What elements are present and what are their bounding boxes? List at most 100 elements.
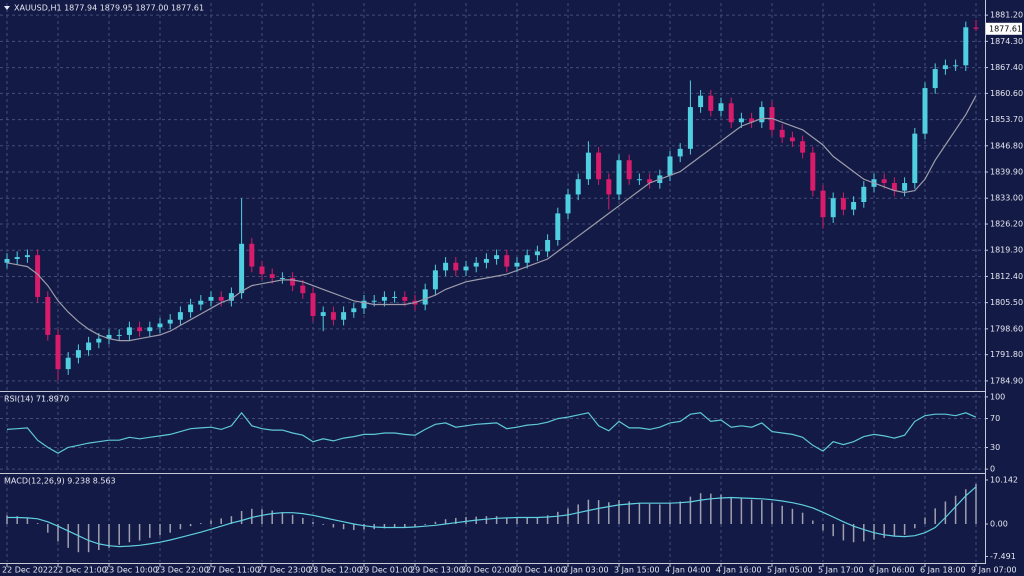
macd-bar xyxy=(16,516,18,524)
y-tick-label: 1860.60 xyxy=(990,89,1023,98)
macd-bar xyxy=(638,502,641,524)
candle-body xyxy=(310,293,316,316)
macd-bar xyxy=(26,517,29,524)
candle-body xyxy=(381,296,387,301)
candle-body xyxy=(912,133,918,184)
rsi-line xyxy=(6,411,977,454)
y-tick-label: 1784.90 xyxy=(990,376,1023,385)
y-tick-label: 1826.20 xyxy=(990,220,1023,229)
macd-bar xyxy=(465,517,467,524)
candle-body xyxy=(371,300,377,302)
macd-bar xyxy=(322,523,324,525)
y-tick-label: 1812.40 xyxy=(990,272,1023,281)
macd-bar xyxy=(393,523,396,528)
macd-bar xyxy=(291,514,294,524)
candle-body xyxy=(75,350,81,358)
symbol-header: XAUUSD,H1 1877.94 1879.95 1877.00 1877.6… xyxy=(14,4,204,13)
macd-bar xyxy=(138,523,141,541)
candle-body xyxy=(443,262,449,271)
macd-bar xyxy=(730,497,732,524)
candle-body xyxy=(932,69,938,89)
candle-body xyxy=(147,327,153,332)
candle-body xyxy=(330,312,336,320)
candle-body xyxy=(687,107,693,149)
macd-bar xyxy=(914,523,916,529)
candle-body xyxy=(840,198,846,210)
macd-bar xyxy=(98,523,100,551)
macd-bar xyxy=(659,504,661,524)
macd-bar xyxy=(761,500,763,524)
macd-bar xyxy=(169,523,171,533)
x-tick-label: 3 Jan 03:00 xyxy=(563,566,609,575)
macd-bar xyxy=(424,523,426,525)
candle-body xyxy=(820,190,826,218)
candle-body xyxy=(341,312,347,320)
labels-layer: XAUUSD,H1 1877.94 1879.95 1877.00 1877.6… xyxy=(2,4,1023,575)
macd-bar xyxy=(791,508,794,524)
y-tick-label: 1839.90 xyxy=(990,168,1023,177)
macd-bar xyxy=(383,523,386,529)
candle-body xyxy=(575,179,581,195)
y-tick-label: 10.142 xyxy=(990,475,1018,484)
candle-body xyxy=(228,293,234,301)
candle-body xyxy=(249,243,255,267)
candle-body xyxy=(269,274,275,278)
macd-bar xyxy=(893,523,896,537)
candle-body xyxy=(524,255,530,263)
macd-bar xyxy=(924,517,926,524)
macd-bar xyxy=(455,517,457,524)
macd-bar xyxy=(210,520,212,524)
x-tick-label: 3 Jan 15:00 xyxy=(614,566,660,575)
macd-bar xyxy=(506,517,508,524)
x-tick-label: 29 Dec 13:00 xyxy=(410,566,464,575)
macd-bar xyxy=(557,511,559,524)
macd-bar xyxy=(648,504,651,524)
macd-bar xyxy=(842,523,845,541)
macd-bar xyxy=(240,510,243,524)
candle-body xyxy=(218,296,224,301)
y-tick-label: 1881.20 xyxy=(990,11,1023,20)
candle-body xyxy=(137,327,143,332)
symbol-menu-icon[interactable] xyxy=(4,6,10,10)
macd-bar xyxy=(312,521,314,524)
candle-body xyxy=(167,319,173,324)
macd-bar xyxy=(87,523,90,553)
macd-bar xyxy=(526,517,528,524)
macd-bar xyxy=(720,494,722,524)
candle-body xyxy=(708,95,714,111)
macd-bar xyxy=(444,519,447,524)
macd-bar xyxy=(434,521,437,524)
macd-bar xyxy=(750,499,753,524)
x-tick-label: 30 Dec 14:00 xyxy=(512,566,566,575)
candle-body xyxy=(494,255,500,259)
macd-bar xyxy=(954,495,957,524)
macd-bar xyxy=(628,501,630,524)
y-tick-label: 1805.50 xyxy=(990,298,1023,307)
candle-body xyxy=(830,198,836,218)
candle-body xyxy=(198,300,204,305)
candle-body xyxy=(14,257,20,259)
macd-bar xyxy=(67,523,69,548)
candle-body xyxy=(565,194,571,214)
macd-bar xyxy=(108,523,110,548)
macd-bar xyxy=(261,509,263,524)
macd-bar xyxy=(57,523,59,542)
x-tick-label: 5 Jan 05:00 xyxy=(767,566,813,575)
candle-body xyxy=(106,334,112,339)
candle-body xyxy=(402,296,408,301)
candle-body xyxy=(851,202,857,210)
x-tick-label: 27 Dec 11:00 xyxy=(206,566,260,575)
macd-bar xyxy=(801,512,804,524)
macd-bar xyxy=(934,508,936,524)
macd-bar xyxy=(6,515,8,524)
macd-bar xyxy=(587,499,590,524)
candle-body xyxy=(188,304,194,313)
macd-bar xyxy=(414,523,416,528)
y-tick-label: 0 xyxy=(990,465,995,474)
y-tick-label: 30 xyxy=(990,443,1000,452)
candle-body xyxy=(453,262,459,271)
macd-bar xyxy=(495,516,498,524)
x-tick-label: 5 Jan 17:00 xyxy=(818,566,864,575)
candle-body xyxy=(789,137,795,142)
macd-bar xyxy=(536,517,539,524)
